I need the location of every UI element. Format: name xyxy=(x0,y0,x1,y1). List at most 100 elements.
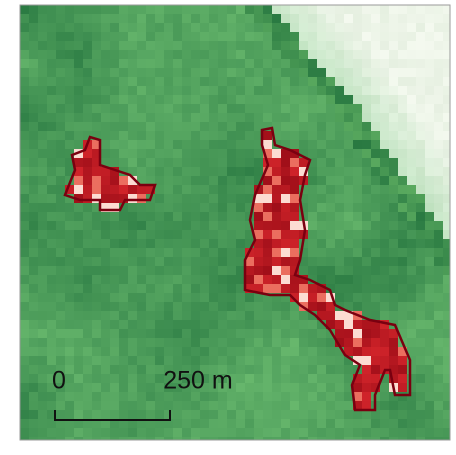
raster-cell xyxy=(191,275,200,284)
raster-cell xyxy=(245,32,254,41)
raster-cell xyxy=(371,284,380,293)
raster-cell xyxy=(155,284,164,293)
raster-cell xyxy=(425,365,434,374)
raster-cell xyxy=(443,122,450,131)
raster-cell xyxy=(83,32,92,41)
raster-cell xyxy=(335,86,344,95)
raster-cell xyxy=(38,14,47,23)
raster-cell xyxy=(182,158,191,167)
raster-cell xyxy=(164,338,173,347)
raster-cell xyxy=(290,212,299,221)
raster-cell xyxy=(434,239,443,248)
raster-cell xyxy=(326,113,335,122)
raster-cell xyxy=(335,167,344,176)
raster-cell xyxy=(416,356,425,365)
raster-cell xyxy=(434,356,443,365)
raster-cell xyxy=(200,23,209,32)
raster-cell xyxy=(380,122,389,131)
raster-cell xyxy=(38,248,47,257)
raster-cell xyxy=(254,95,263,104)
raster-cell xyxy=(128,203,137,212)
raster-cell xyxy=(317,266,326,275)
raster-cell xyxy=(110,32,119,41)
raster-cell xyxy=(182,185,191,194)
raster-cell xyxy=(326,194,335,203)
raster-cell xyxy=(146,374,155,383)
raster-cell xyxy=(308,239,317,248)
raster-cell xyxy=(434,23,443,32)
raster-cell xyxy=(308,401,317,410)
raster-cell xyxy=(128,401,137,410)
raster-cell xyxy=(119,410,128,419)
raster-cell xyxy=(407,383,416,392)
raster-cell xyxy=(290,185,299,194)
raster-cell xyxy=(29,248,38,257)
raster-cell xyxy=(290,104,299,113)
raster-cell xyxy=(128,68,137,77)
raster-cell xyxy=(182,239,191,248)
raster-cell xyxy=(263,266,272,275)
raster-cell xyxy=(227,311,236,320)
raster-cell xyxy=(227,338,236,347)
raster-cell xyxy=(398,77,407,86)
raster-cell xyxy=(128,95,137,104)
raster-cell xyxy=(65,230,74,239)
raster-cell xyxy=(83,275,92,284)
raster-cell xyxy=(434,194,443,203)
raster-cell xyxy=(227,284,236,293)
raster-cell xyxy=(128,383,137,392)
raster-cell xyxy=(245,302,254,311)
raster-cell xyxy=(416,230,425,239)
raster-cell xyxy=(56,329,65,338)
raster-cell xyxy=(101,149,110,158)
raster-cell xyxy=(443,356,450,365)
raster-cell xyxy=(236,302,245,311)
raster-cell xyxy=(380,338,389,347)
raster-cell xyxy=(254,50,263,59)
raster-cell xyxy=(110,401,119,410)
raster-cell xyxy=(236,338,245,347)
raster-cell xyxy=(92,311,101,320)
raster-cell xyxy=(218,428,227,437)
raster-cell xyxy=(74,32,83,41)
raster-cell xyxy=(38,122,47,131)
raster-cell xyxy=(146,356,155,365)
raster-cell xyxy=(209,77,218,86)
raster-cell xyxy=(29,257,38,266)
raster-cell xyxy=(209,167,218,176)
raster-cell xyxy=(263,248,272,257)
raster-cell xyxy=(263,113,272,122)
raster-cell xyxy=(299,347,308,356)
raster-cell xyxy=(245,104,254,113)
raster-cell xyxy=(335,239,344,248)
raster-cell xyxy=(38,347,47,356)
raster-cell xyxy=(47,311,56,320)
raster-cell xyxy=(20,131,29,140)
raster-cell xyxy=(20,419,29,428)
raster-cell xyxy=(191,338,200,347)
raster-cell xyxy=(380,212,389,221)
raster-cell xyxy=(272,383,281,392)
raster-cell xyxy=(146,221,155,230)
raster-cell xyxy=(326,257,335,266)
raster-cell xyxy=(191,131,200,140)
raster-cell xyxy=(236,329,245,338)
raster-cell xyxy=(191,248,200,257)
raster-cell xyxy=(398,95,407,104)
raster-cell xyxy=(128,374,137,383)
raster-cell xyxy=(173,14,182,23)
raster-cell xyxy=(245,131,254,140)
raster-cell xyxy=(200,203,209,212)
raster-cell xyxy=(218,59,227,68)
raster-cell xyxy=(326,176,335,185)
raster-cell xyxy=(308,221,317,230)
raster-cell xyxy=(299,338,308,347)
raster-cell xyxy=(353,113,362,122)
raster-cell xyxy=(407,140,416,149)
raster-cell xyxy=(110,104,119,113)
raster-cell xyxy=(335,113,344,122)
raster-cell xyxy=(155,194,164,203)
raster-cell xyxy=(389,428,398,437)
raster-cell xyxy=(137,203,146,212)
raster-cell xyxy=(209,356,218,365)
